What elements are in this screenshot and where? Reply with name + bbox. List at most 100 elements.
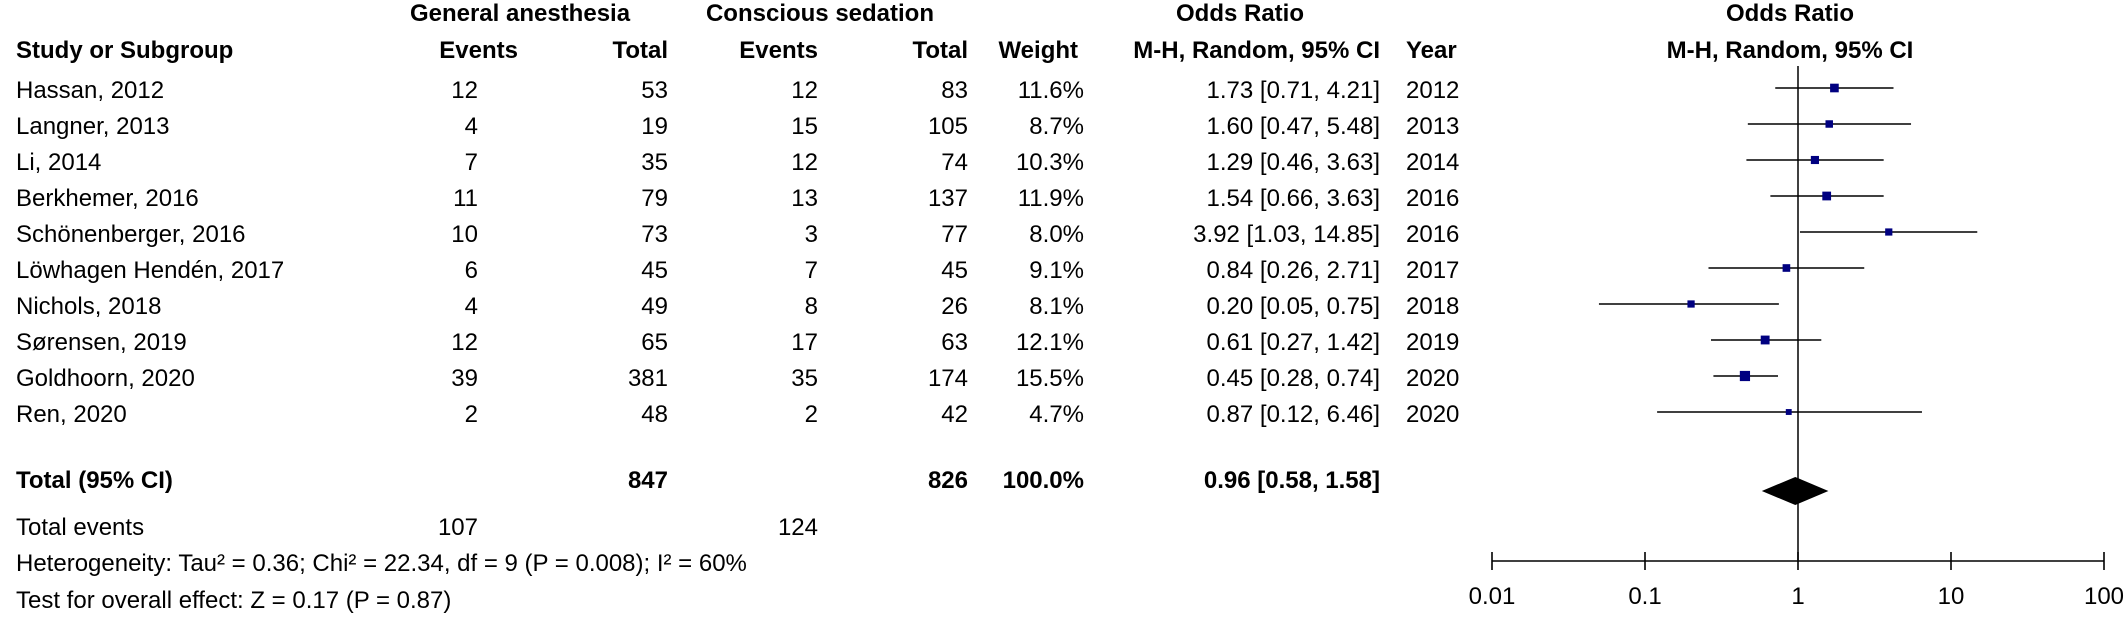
study-weight: 10.3%: [1015, 149, 1084, 176]
study-events1: 11: [453, 185, 478, 212]
study-name: Berkhemer, 2016: [16, 185, 199, 212]
study-name: Li, 2014: [16, 149, 102, 176]
study-ci-text: 0.20 [0.05, 0.75]: [1206, 293, 1380, 320]
study-events1: 10: [451, 221, 478, 248]
study-events1: 7: [464, 149, 478, 176]
study-events1: 6: [464, 257, 478, 284]
study-ci-text: 3.92 [1.03, 14.85]: [1193, 221, 1380, 248]
study-events1: 12: [451, 329, 478, 356]
study-year: 2013: [1406, 113, 1460, 140]
total-ci-text: 0.96 [0.58, 1.58]: [1203, 467, 1380, 494]
study-total1: 35: [641, 149, 668, 176]
study-marker: [1822, 191, 1832, 201]
x-tick-label: 1: [1791, 583, 1804, 610]
study-total2: 77: [941, 221, 968, 248]
study-weight: 8.0%: [1029, 221, 1084, 248]
col-weight-header: Weight: [998, 37, 1078, 64]
study-total1: 53: [641, 77, 668, 104]
study-year: 2014: [1406, 149, 1460, 176]
study-weight: 9.1%: [1029, 257, 1084, 284]
study-events1: 4: [464, 293, 478, 320]
x-tick-label: 100: [2084, 583, 2124, 610]
study-ci-text: 0.61 [0.27, 1.42]: [1206, 329, 1380, 356]
study-year: 2020: [1406, 401, 1460, 428]
study-total2: 74: [941, 149, 968, 176]
study-events2: 15: [791, 113, 818, 140]
study-ci-text: 1.60 [0.47, 5.48]: [1206, 113, 1380, 140]
study-name: Ren, 2020: [16, 401, 127, 428]
total-events-label: Total events: [16, 514, 145, 541]
or-table-header: Odds Ratio: [1175, 0, 1304, 27]
study-marker: [1782, 264, 1791, 272]
study-marker: [1825, 120, 1833, 128]
col-events2-header: Events: [739, 37, 818, 64]
or-plot-header: Odds Ratio: [1725, 0, 1854, 27]
col-study-header: Study or Subgroup: [16, 37, 234, 64]
study-weight: 4.7%: [1029, 401, 1084, 428]
total-label: Total (95% CI): [16, 467, 173, 494]
study-total1: 381: [627, 365, 668, 392]
x-tick-label: 0.01: [1469, 583, 1516, 610]
study-weight: 15.5%: [1015, 365, 1084, 392]
study-year: 2016: [1406, 221, 1460, 248]
study-total2: 105: [927, 113, 968, 140]
study-name: Sørensen, 2019: [16, 329, 187, 356]
study-marker: [1760, 335, 1770, 345]
study-weight: 11.6%: [1017, 77, 1084, 104]
col-events1-header: Events: [439, 37, 518, 64]
study-name: Goldhoorn, 2020: [16, 365, 195, 392]
study-total1: 79: [641, 185, 668, 212]
study-weight: 8.7%: [1029, 113, 1084, 140]
heterogeneity-text: Heterogeneity: Tau² = 0.36; Chi² = 22.34…: [16, 550, 747, 577]
study-ci-text: 1.73 [0.71, 4.21]: [1206, 77, 1380, 104]
study-total2: 174: [927, 365, 968, 392]
study-events1: 4: [464, 113, 478, 140]
x-tick-label: 0.1: [1628, 583, 1661, 610]
study-year: 2018: [1406, 293, 1460, 320]
total-weight: 100.0%: [1002, 467, 1084, 494]
study-events1: 12: [451, 77, 478, 104]
study-year: 2019: [1406, 329, 1460, 356]
study-total2: 63: [941, 329, 968, 356]
study-events1: 39: [451, 365, 478, 392]
study-marker: [1785, 409, 1792, 415]
total-events1: 107: [437, 514, 478, 541]
study-total1: 45: [641, 257, 668, 284]
study-total2: 137: [927, 185, 968, 212]
study-year: 2012: [1406, 77, 1460, 104]
study-events2: 3: [804, 221, 818, 248]
col-total1-header: Total: [612, 37, 668, 64]
pooled-diamond: [1761, 477, 1829, 505]
study-total2: 42: [941, 401, 968, 428]
total-events2: 124: [777, 514, 818, 541]
study-year: 2016: [1406, 185, 1460, 212]
study-total1: 73: [641, 221, 668, 248]
study-ci-text: 0.87 [0.12, 6.46]: [1206, 401, 1380, 428]
study-total1: 49: [641, 293, 668, 320]
study-total2: 45: [941, 257, 968, 284]
total-total2: 826: [927, 467, 968, 494]
study-marker: [1830, 83, 1839, 93]
study-events2: 12: [791, 77, 818, 104]
study-events2: 17: [791, 329, 818, 356]
study-weight: 12.1%: [1015, 329, 1084, 356]
x-tick-label: 10: [1938, 583, 1965, 610]
col-total2-header: Total: [912, 37, 968, 64]
study-name: Löwhagen Hendén, 2017: [16, 257, 285, 284]
col-method-header: M-H, Random, 95% CI: [1133, 37, 1380, 64]
study-events2: 7: [804, 257, 818, 284]
study-events1: 2: [464, 401, 478, 428]
overall-effect-text: Test for overall effect: Z = 0.17 (P = 0…: [16, 587, 452, 614]
col-method-plot-header: M-H, Random, 95% CI: [1666, 37, 1914, 64]
study-name: Nichols, 2018: [16, 293, 162, 320]
study-ci-text: 1.29 [0.46, 3.63]: [1206, 149, 1380, 176]
group2-header: Conscious sedation: [705, 0, 935, 27]
study-weight: 11.9%: [1017, 185, 1084, 212]
study-name: Hassan, 2012: [16, 77, 165, 104]
study-name: Langner, 2013: [16, 113, 170, 140]
study-events2: 8: [804, 293, 818, 320]
total-total1: 847: [627, 467, 668, 494]
study-marker: [1739, 370, 1751, 382]
